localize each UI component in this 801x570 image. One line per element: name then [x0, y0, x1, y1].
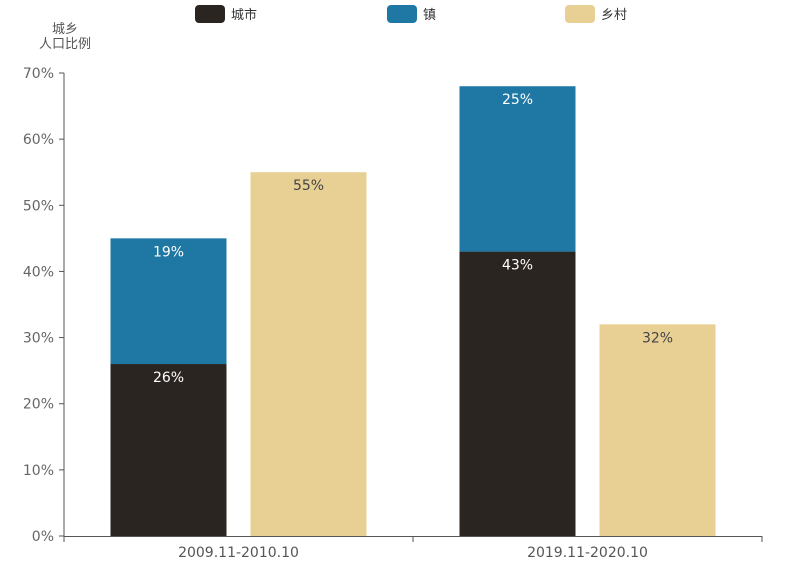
legend-swatch-rural: [565, 4, 595, 23]
data-label: 25%: [502, 92, 533, 108]
y-tick-label: 10%: [23, 463, 54, 479]
y-axis-title-line-2: 人口比例: [38, 37, 91, 52]
legend-item-rural[interactable]: 乡村: [565, 4, 627, 23]
y-tick-label: 50%: [23, 198, 54, 214]
legend: 城市 镇 乡村: [0, 4, 801, 24]
y-tick-label: 70%: [23, 66, 54, 82]
bar: [250, 172, 367, 536]
legend-swatch-town: [387, 4, 417, 23]
bar: [599, 324, 716, 536]
data-label: 43%: [502, 258, 533, 274]
bar: [459, 86, 576, 252]
legend-label-city: 城市: [231, 8, 258, 23]
y-tick-label: 30%: [23, 331, 54, 347]
legend-swatch-city: [195, 4, 225, 23]
y-axis-title-line-1: 城乡: [51, 22, 78, 37]
data-label: 26%: [153, 370, 184, 386]
legend-item-city[interactable]: 城市: [195, 4, 257, 23]
y-tick-label: 40%: [23, 264, 54, 280]
y-tick-label: 20%: [23, 397, 54, 413]
bar: [110, 364, 227, 536]
data-label: 32%: [642, 330, 673, 346]
legend-item-town[interactable]: 镇: [387, 4, 436, 23]
legend-label-rural: 乡村: [601, 8, 628, 23]
x-tick-label: 2009.11-2010.10: [178, 545, 299, 561]
data-label: 19%: [153, 244, 184, 260]
legend-label-town: 镇: [423, 8, 437, 23]
y-tick-label: 60%: [23, 132, 54, 148]
y-axis-title: 城乡 人口比例: [30, 22, 100, 52]
bar: [110, 238, 227, 365]
x-tick-label: 2019.11-2020.10: [527, 545, 648, 561]
y-tick-label: 0%: [32, 529, 54, 545]
data-label: 55%: [293, 178, 324, 194]
bar: [459, 251, 576, 537]
